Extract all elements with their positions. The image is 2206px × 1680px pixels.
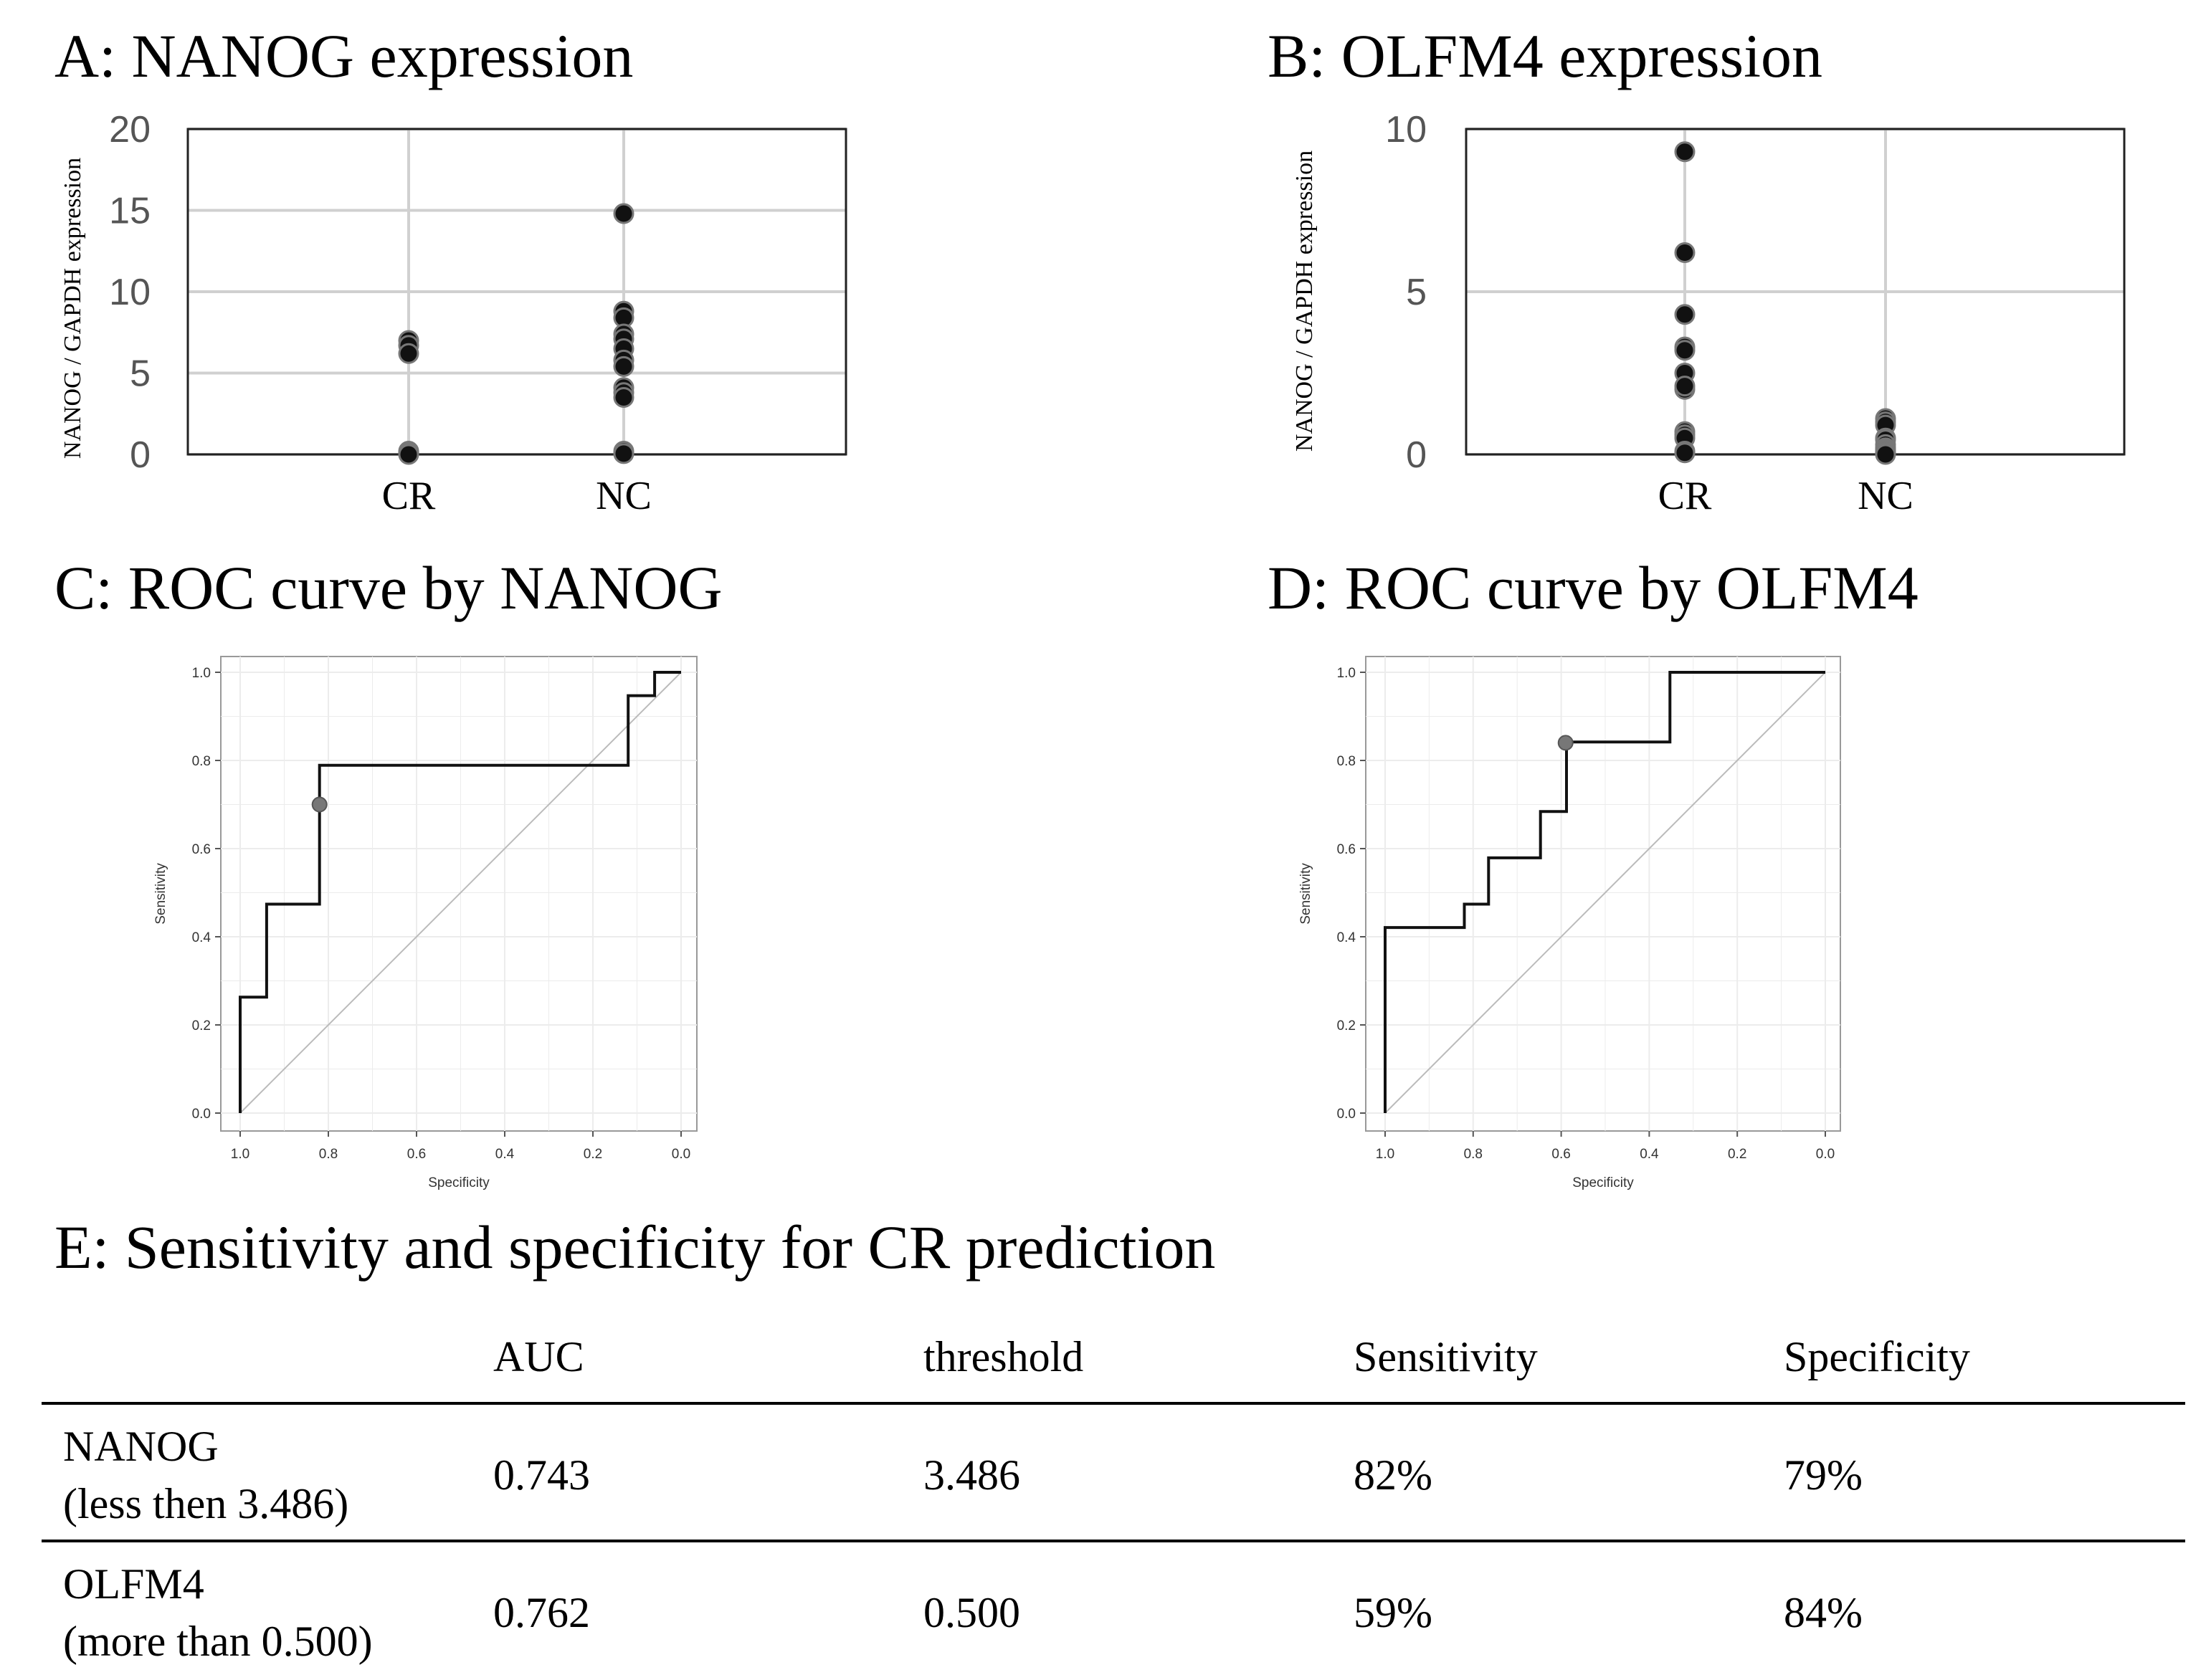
data-point	[1674, 340, 1696, 361]
reference-diagonal	[239, 672, 682, 1114]
col-header-threshold: threshold	[923, 1333, 1084, 1380]
y-axis-label: Sensitivity	[1298, 863, 1313, 925]
row-nanog-specificity: 79%	[1784, 1451, 1863, 1499]
y-tick-label: 20	[109, 109, 151, 151]
panel-e-title: E: Sensitivity and specificity for CR pr…	[54, 1213, 1216, 1282]
y-tick-label: 0	[1406, 434, 1427, 476]
x-tick-label: 0.8	[319, 1147, 338, 1162]
y-tick-label: 10	[1385, 109, 1427, 151]
data-point	[398, 444, 419, 465]
threshold-point	[1557, 735, 1574, 751]
y-tick-label: 5	[1406, 272, 1427, 313]
panel-a-title: A: NANOG expression	[54, 22, 634, 90]
panel-d-title: D: ROC curve by OLFM4	[1268, 553, 1919, 622]
y-tick-label: 0.4	[1337, 930, 1356, 945]
panel-b-title: B: OLFM4 expression	[1268, 22, 1822, 90]
y-tick-label: 1.0	[192, 666, 211, 681]
x-tick-label: 0.4	[1640, 1147, 1659, 1162]
y-tick-label: 0.0	[192, 1107, 211, 1122]
row-olfm4-marker: OLFM4	[63, 1560, 204, 1608]
col-header-specificity: Specificity	[1784, 1333, 1970, 1380]
y-tick-label: 0.8	[1337, 754, 1356, 769]
x-category-label: NC	[1858, 474, 1913, 518]
x-tick-label: 0.2	[1728, 1147, 1746, 1162]
row-olfm4-auc: 0.762	[493, 1589, 590, 1636]
data-point	[1674, 242, 1696, 264]
y-tick-label: 0.8	[192, 754, 211, 769]
y-tick-label: 10	[109, 272, 151, 313]
y-tick-label: 1.0	[1337, 666, 1356, 681]
y-tick-label: 0.6	[192, 842, 211, 857]
plot-frame	[186, 128, 847, 456]
roc-curve	[1384, 671, 1825, 1113]
x-tick-label: 0.8	[1464, 1147, 1483, 1162]
x-tick-label: 1.0	[1376, 1147, 1394, 1162]
col-header-sensitivity: Sensitivity	[1354, 1333, 1538, 1380]
data-point	[1674, 376, 1696, 397]
data-point	[613, 443, 634, 464]
x-category-label: CR	[1658, 474, 1712, 518]
y-axis-label: Sensitivity	[153, 863, 168, 925]
x-category-label: CR	[382, 474, 436, 518]
data-point	[1674, 304, 1696, 325]
x-tick-label: 0.4	[495, 1147, 515, 1162]
figure-canvas: 0 5 10 15 20 CR NC NANOG / GAPDH expression 0 5 10…	[60, 109, 2126, 1190]
table-row-rule	[42, 1540, 2185, 1542]
row-nanog-detail: (less then 3.486)	[63, 1480, 349, 1527]
y-tick-label: 0.2	[1337, 1018, 1356, 1034]
row-nanog-threshold: 3.486	[923, 1451, 1020, 1499]
data-point	[613, 355, 634, 377]
x-tick-label: 0.2	[584, 1147, 602, 1162]
y-axis-label: NANOG / GAPDH expression	[1291, 151, 1318, 452]
row-nanog-sensitivity: 82%	[1354, 1451, 1432, 1499]
x-category-label: NC	[596, 474, 652, 518]
y-tick-label: 15	[109, 191, 151, 232]
y-tick-label: 0	[130, 434, 151, 476]
y-tick-label: 0.2	[192, 1018, 211, 1034]
row-olfm4-threshold: 0.500	[923, 1589, 1020, 1636]
data-point	[613, 387, 634, 409]
y-axis-label: NANOG / GAPDH expression	[60, 158, 86, 459]
y-tick-label: 5	[130, 353, 151, 395]
panel-c-title: C: ROC curve by NANOG	[54, 553, 723, 622]
x-axis-label: Specificity	[1572, 1175, 1634, 1190]
x-tick-label: 1.0	[231, 1147, 249, 1162]
row-olfm4-detail: (more than 0.500)	[63, 1618, 373, 1665]
row-nanog-auc: 0.743	[493, 1451, 590, 1499]
col-header-auc: AUC	[493, 1333, 584, 1380]
roc-curve	[239, 671, 681, 1113]
threshold-point	[311, 796, 328, 813]
reference-diagonal	[1384, 672, 1826, 1114]
y-tick-label: 0.6	[1337, 842, 1356, 857]
data-point	[1674, 141, 1696, 163]
data-point	[1875, 444, 1896, 465]
x-tick-label: 0.0	[1816, 1147, 1835, 1162]
data-point	[398, 343, 419, 364]
x-tick-label: 0.6	[1551, 1147, 1570, 1162]
table-header-rule	[42, 1402, 2185, 1405]
row-nanog-marker: NANOG	[63, 1423, 219, 1470]
data-point	[1674, 442, 1696, 464]
row-olfm4-sensitivity: 59%	[1354, 1589, 1432, 1636]
row-olfm4-specificity: 84%	[1784, 1589, 1863, 1636]
x-axis-label: Specificity	[428, 1175, 490, 1190]
x-tick-label: 0.6	[407, 1147, 426, 1162]
data-point	[613, 203, 634, 224]
y-tick-label: 0.4	[192, 930, 211, 945]
x-tick-label: 0.0	[672, 1147, 690, 1162]
plot-frame	[1465, 128, 2126, 456]
y-tick-label: 0.0	[1337, 1107, 1356, 1122]
